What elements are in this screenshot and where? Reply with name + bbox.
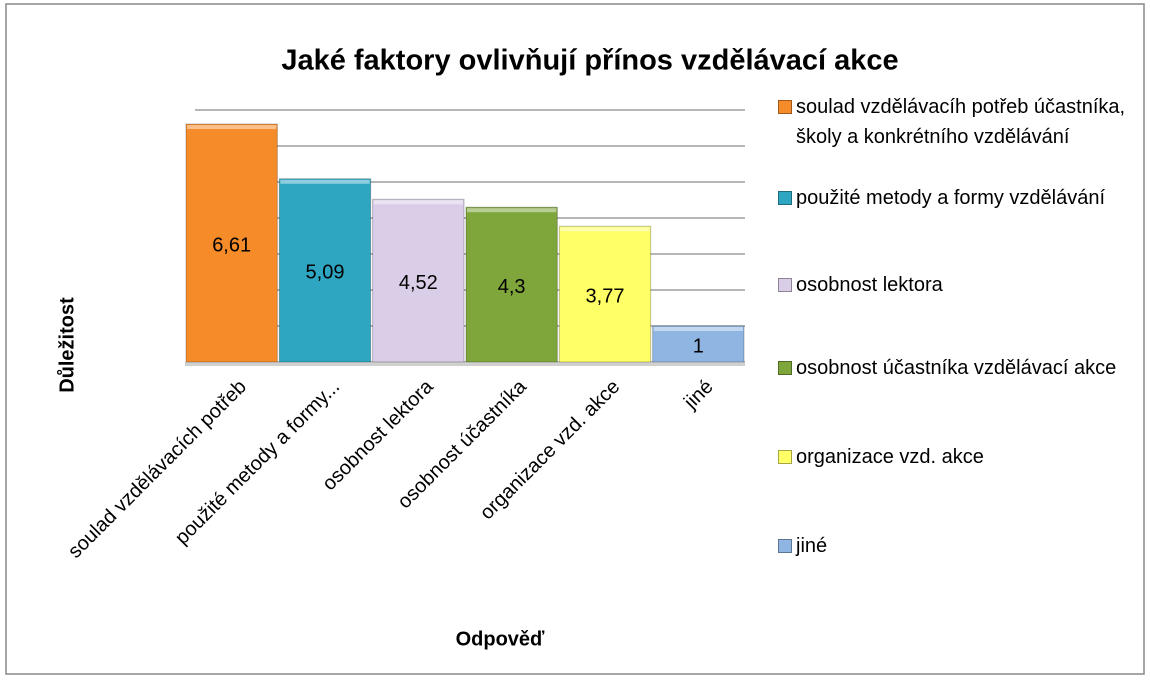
- legend-entry: organizace vzd. akce: [778, 442, 1143, 472]
- legend-label: osobnost lektora: [796, 274, 943, 296]
- data-label: 6,61: [212, 234, 251, 256]
- bar-highlight: [467, 208, 557, 213]
- bar: [558, 225, 652, 363]
- data-label: 5,09: [306, 262, 345, 284]
- legend-swatch: [778, 450, 792, 464]
- plot-floor: [185, 362, 745, 366]
- legend-entry: použité metody a formy vzdělávání: [778, 183, 1143, 213]
- bar-highlight: [373, 200, 463, 205]
- legend-swatch: [778, 361, 792, 375]
- data-label: 4,52: [399, 272, 438, 294]
- bar: [372, 198, 465, 363]
- y-axis-title: Důležitost: [56, 297, 78, 393]
- legend-entry: osobnost lektora: [778, 270, 1143, 300]
- legend-entry: soulad vzdělávacíh potřeb účastníka, ško…: [778, 92, 1143, 152]
- data-label: 3,77: [586, 285, 625, 307]
- legend-swatch: [778, 278, 792, 292]
- legend-label: jiné: [796, 535, 828, 557]
- bar-highlight: [187, 125, 277, 130]
- bar: [278, 178, 372, 363]
- bar: [652, 325, 745, 363]
- bar-highlight: [560, 227, 650, 232]
- data-label: 1: [693, 335, 704, 357]
- bar-highlight: [280, 179, 370, 184]
- legend-swatch: [778, 191, 792, 205]
- legend-swatch: [778, 100, 792, 114]
- bar-highlight: [653, 327, 743, 331]
- bar: [465, 206, 558, 363]
- legend-label: organizace vzd. akce: [796, 446, 984, 468]
- legend-label: soulad vzdělávacíh potřeb účastníka, ško…: [796, 96, 1126, 148]
- x-axis-title: Odpověď: [456, 628, 545, 650]
- legend-entry: osobnost účastníka vzdělávací akce: [778, 353, 1143, 383]
- legend-swatch: [778, 539, 792, 553]
- chart-title: Jaké faktory ovlivňují přínos vzdělávací…: [281, 45, 898, 77]
- legend-label: osobnost účastníka vzdělávací akce: [796, 357, 1117, 379]
- data-label: 4,3: [498, 276, 526, 298]
- legend-label: použité metody a formy vzdělávání: [796, 187, 1106, 209]
- bar: [185, 123, 278, 363]
- legend-entry: jiné: [778, 531, 1143, 561]
